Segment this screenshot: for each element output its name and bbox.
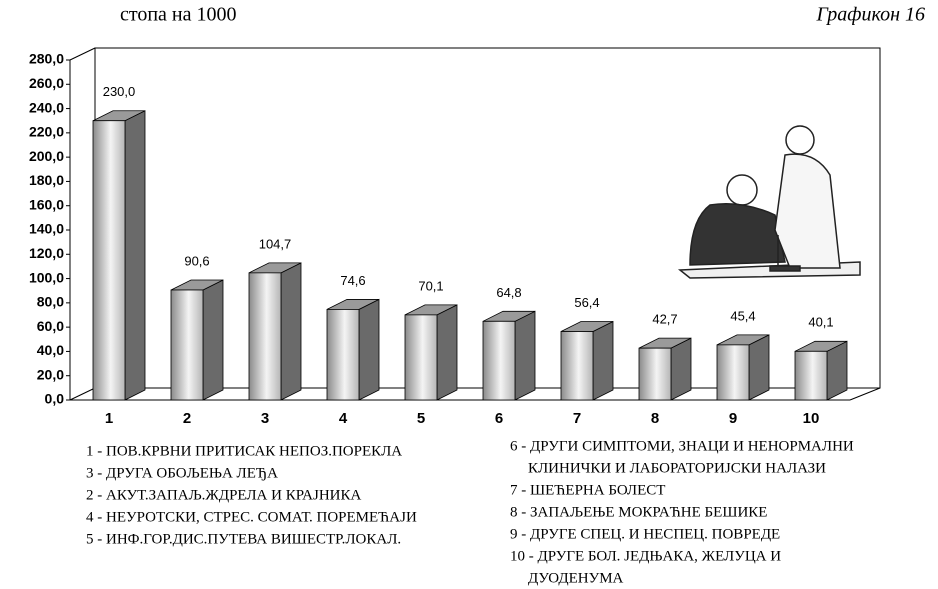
y-tick-label: 240,0 <box>29 99 64 115</box>
y-tick-label: 260,0 <box>29 75 64 91</box>
y-tick-label: 200,0 <box>29 148 64 164</box>
value-label: 40,1 <box>808 315 833 330</box>
legend-note: 5 - ИНФ.ГОР.ДИС.ПУТЕВА ВИШЕСТР.ЛОКАЛ. <box>86 531 401 547</box>
bar-side <box>280 262 302 401</box>
bar <box>326 309 360 401</box>
bar <box>794 350 828 401</box>
y-tick-label: 160,0 <box>29 196 64 212</box>
y-tick-label: 0,0 <box>45 391 65 407</box>
bar-side <box>358 298 380 401</box>
value-label: 70,1 <box>418 278 443 293</box>
legend-note: 10 - ДРУГЕ БОЛ. ЈЕДЊАКА, ЖЕЛУЦА И <box>510 548 781 564</box>
legend-note: 7 - ШЕЋЕРНА БОЛЕСТ <box>510 482 665 498</box>
x-tick-label: 5 <box>417 410 425 427</box>
y-tick-label: 60,0 <box>37 318 64 334</box>
x-tick-label: 4 <box>339 410 348 427</box>
y-tick-label: 40,0 <box>37 342 64 358</box>
value-label: 64,8 <box>496 285 521 300</box>
legend-note: 1 - ПОВ.КРВНИ ПРИТИСАК НЕПОЗ.ПОРЕКЛА <box>86 443 402 459</box>
chart-subtitle: стопа на 1000 <box>120 4 237 26</box>
legend-note: 3 - ДРУГА ОБОЉЕЊА ЛЕЂА <box>86 465 278 481</box>
legend-note: 9 - ДРУГЕ СПЕЦ. И НЕСПЕЦ. ПОВРЕДЕ <box>510 526 780 542</box>
bar-side <box>514 310 536 401</box>
value-label: 56,4 <box>574 295 599 310</box>
legend-note: 8 - ЗАПАЉЕЊЕ МОКРАЋНЕ БЕШИКЕ <box>510 504 767 520</box>
bar-side <box>436 304 458 401</box>
y-tick-label: 280,0 <box>29 51 64 67</box>
y-tick-label: 220,0 <box>29 124 64 140</box>
legend-note: ДУОДЕНУМА <box>528 570 624 586</box>
y-tick-label: 20,0 <box>37 366 64 382</box>
y-tick-label: 80,0 <box>37 294 64 310</box>
value-label: 90,6 <box>184 253 209 268</box>
legend-note: КЛИНИЧКИ И ЛАБОРАТОРИЈСКИ НАЛАЗИ <box>528 460 826 476</box>
x-tick-label: 6 <box>495 410 503 427</box>
y-tick-label: 120,0 <box>29 245 64 261</box>
bar-side <box>748 334 770 401</box>
bar <box>716 344 750 401</box>
value-label: 45,4 <box>730 308 755 323</box>
value-label: 230,0 <box>103 84 136 99</box>
bar-side <box>670 337 692 401</box>
bar-side <box>202 279 224 401</box>
bar <box>92 120 126 401</box>
bar <box>560 331 594 401</box>
bar-side <box>592 320 614 401</box>
bar <box>404 314 438 401</box>
value-label: 104,7 <box>259 236 292 251</box>
x-tick-label: 1 <box>105 410 113 427</box>
value-label: 42,7 <box>652 312 677 327</box>
illustration <box>677 125 861 279</box>
x-tick-label: 8 <box>651 410 659 427</box>
x-tick-label: 9 <box>729 410 737 427</box>
x-tick-label: 3 <box>261 410 269 427</box>
x-tick-label: 2 <box>183 410 191 427</box>
y-tick-label: 140,0 <box>29 221 64 237</box>
bar <box>170 289 204 401</box>
legend-note: 6 - ДРУГИ СИМПТОМИ, ЗНАЦИ И НЕНОРМАЛНИ <box>510 438 854 454</box>
legend-note: 4 - НЕУРОТСКИ, СТРЕС. СОМАТ. ПОРЕМЕЋАЈИ <box>86 509 417 525</box>
y-tick-label: 100,0 <box>29 269 64 285</box>
bar <box>248 272 282 401</box>
value-label: 74,6 <box>340 273 365 288</box>
legend-note: 2 - АКУТ.ЗАПАЉ.ЖДРЕЛА И КРАЈНИКА <box>86 487 361 503</box>
bar-side <box>124 110 146 401</box>
bar <box>638 347 672 401</box>
chart-title: Графикон 16 <box>815 4 925 26</box>
y-tick-label: 180,0 <box>29 172 64 188</box>
x-tick-label: 7 <box>573 410 581 427</box>
x-tick-label: 10 <box>803 410 820 427</box>
bar <box>482 320 516 401</box>
